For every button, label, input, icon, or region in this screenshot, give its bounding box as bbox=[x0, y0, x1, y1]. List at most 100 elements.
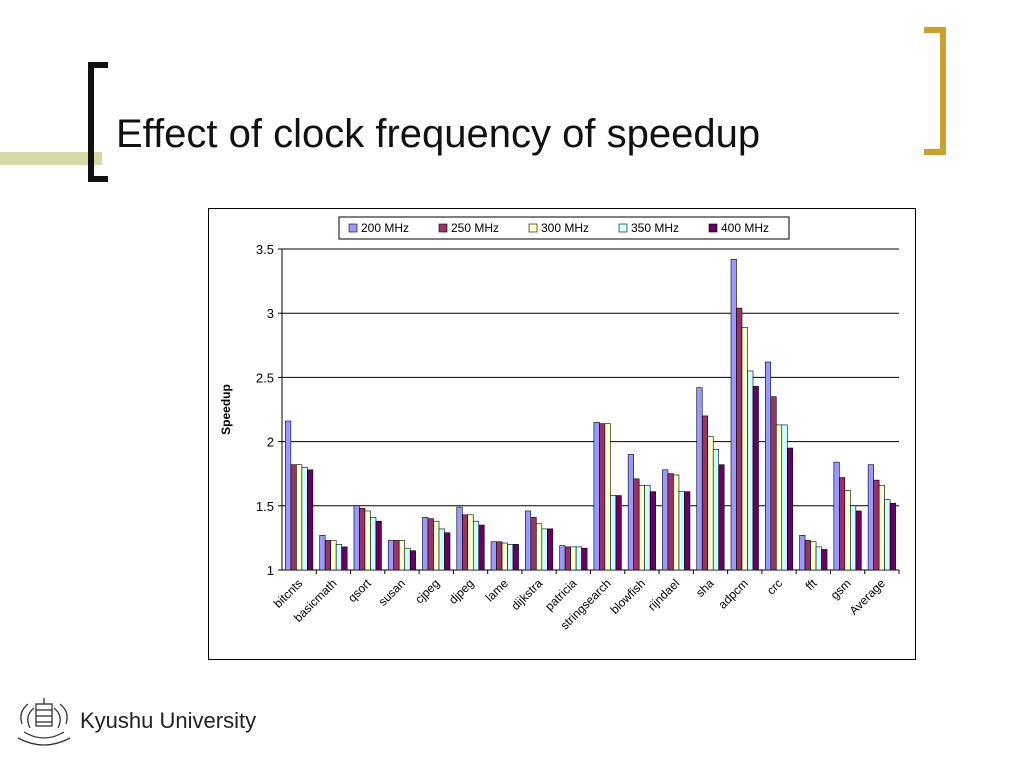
bar bbox=[649, 491, 656, 571]
bar bbox=[678, 491, 685, 571]
bar bbox=[718, 464, 725, 571]
legend-label: 400 MHz bbox=[721, 221, 769, 235]
bar bbox=[673, 474, 680, 571]
bar bbox=[684, 491, 691, 571]
legend-swatch bbox=[708, 223, 718, 233]
bar bbox=[472, 520, 480, 571]
bar bbox=[752, 386, 759, 571]
bar bbox=[712, 449, 720, 571]
bar bbox=[741, 327, 748, 571]
bar bbox=[564, 546, 571, 571]
bar bbox=[821, 549, 828, 571]
bar bbox=[581, 547, 588, 571]
bar bbox=[850, 505, 857, 571]
bar bbox=[644, 484, 651, 571]
bar bbox=[633, 478, 640, 571]
bar bbox=[815, 546, 822, 571]
legend-label: 300 MHz bbox=[541, 221, 589, 235]
x-tick-label: susan bbox=[376, 576, 409, 609]
legend-swatch bbox=[618, 223, 628, 233]
y-tick-label: 3 bbox=[267, 306, 274, 321]
bar bbox=[810, 541, 817, 571]
bar bbox=[707, 436, 714, 571]
x-tick-label: Average bbox=[847, 576, 889, 618]
bar bbox=[335, 544, 342, 571]
bar bbox=[404, 547, 411, 571]
footer: Kyushu University bbox=[14, 694, 314, 750]
bar bbox=[438, 528, 445, 571]
x-tick-label: gsm bbox=[828, 576, 854, 602]
legend-label: 350 MHz bbox=[631, 221, 679, 235]
y-axis-label: Speedup bbox=[219, 384, 233, 435]
bar bbox=[844, 490, 851, 571]
bar bbox=[307, 469, 314, 571]
bar bbox=[301, 466, 308, 571]
bar bbox=[530, 517, 537, 571]
bar bbox=[730, 258, 737, 571]
bar bbox=[319, 535, 326, 571]
x-tick-label: dijkstra bbox=[508, 576, 545, 613]
bar bbox=[547, 528, 554, 571]
bar bbox=[667, 473, 674, 571]
bar bbox=[409, 550, 417, 571]
bar bbox=[615, 495, 622, 571]
bar bbox=[736, 307, 743, 571]
bar bbox=[575, 546, 582, 571]
bar bbox=[833, 461, 840, 571]
bar bbox=[512, 544, 519, 571]
legend-swatch bbox=[438, 223, 448, 233]
bar bbox=[559, 545, 566, 571]
x-tick-label: rijndael bbox=[645, 576, 682, 613]
bar bbox=[781, 424, 788, 571]
bar bbox=[855, 510, 862, 571]
bar bbox=[525, 510, 532, 571]
bar bbox=[290, 464, 297, 571]
bar bbox=[467, 514, 474, 571]
x-tick-label: lame bbox=[483, 576, 512, 605]
bar bbox=[478, 524, 485, 571]
bar bbox=[747, 370, 754, 571]
bar bbox=[433, 520, 440, 571]
bar bbox=[570, 546, 577, 571]
bar bbox=[444, 532, 451, 571]
x-tick-label: blowfish bbox=[607, 576, 648, 617]
bar bbox=[296, 464, 303, 571]
y-tick-label: 2.5 bbox=[256, 370, 274, 385]
bar bbox=[696, 387, 703, 571]
bar bbox=[507, 544, 514, 571]
bar bbox=[662, 469, 669, 571]
bar bbox=[839, 477, 846, 571]
bar bbox=[867, 464, 874, 571]
bar bbox=[638, 484, 645, 571]
legend-label: 250 MHz bbox=[451, 221, 499, 235]
footer-university-name: Kyushu University bbox=[80, 708, 257, 733]
bar bbox=[375, 520, 382, 571]
bar bbox=[536, 523, 543, 571]
bar bbox=[490, 541, 497, 571]
bar bbox=[398, 540, 406, 571]
bar bbox=[330, 540, 337, 571]
bar bbox=[884, 499, 891, 571]
bar bbox=[496, 541, 503, 571]
bar bbox=[461, 514, 469, 571]
y-tick-label: 1 bbox=[267, 563, 274, 578]
x-tick-label: djpeg bbox=[446, 576, 477, 607]
bar bbox=[370, 517, 377, 571]
bar bbox=[799, 535, 806, 571]
x-tick-label: qsort bbox=[345, 576, 374, 605]
bar bbox=[804, 540, 811, 571]
y-tick-label: 1.5 bbox=[256, 499, 274, 514]
bar bbox=[775, 424, 783, 571]
x-tick-label: adpcm bbox=[715, 576, 750, 611]
bar bbox=[701, 415, 709, 571]
bar bbox=[341, 546, 348, 571]
legend-label: 200 MHz bbox=[361, 221, 409, 235]
legend-swatch bbox=[348, 223, 358, 233]
bar bbox=[359, 508, 366, 571]
bar bbox=[285, 420, 292, 571]
university-emblem-icon bbox=[17, 698, 71, 746]
legend-box bbox=[338, 216, 790, 240]
bar bbox=[593, 422, 600, 571]
bar bbox=[387, 540, 395, 571]
bar bbox=[427, 518, 434, 571]
